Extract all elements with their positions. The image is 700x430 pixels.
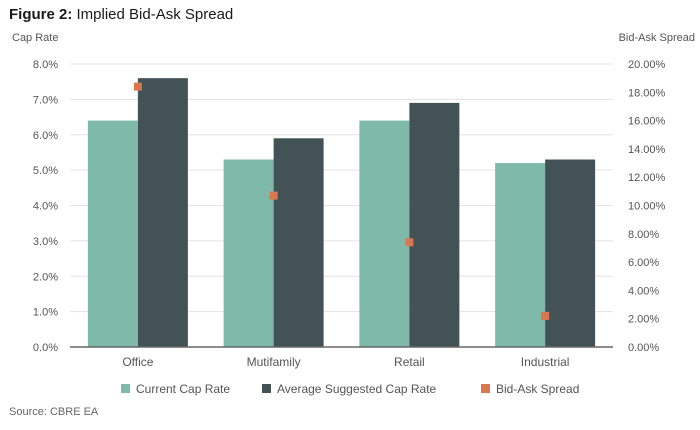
right-tick-label: 12.00% xyxy=(628,172,666,184)
source-note: Source: CBRE EA xyxy=(9,406,99,418)
legend-swatch xyxy=(262,384,271,393)
left-axis-label: Cap Rate xyxy=(12,32,58,44)
left-tick-label: 8.0% xyxy=(33,59,58,71)
right-tick-label: 14.00% xyxy=(628,144,666,156)
left-tick-label: 1.0% xyxy=(33,307,58,319)
left-tick-label: 5.0% xyxy=(33,165,58,177)
spread-marker xyxy=(133,82,142,91)
left-tick-label: 0.0% xyxy=(33,342,58,354)
spread-marker xyxy=(541,311,550,320)
right-tick-label: 6.00% xyxy=(628,257,659,269)
bar-current xyxy=(495,163,546,347)
legend-label: Bid-Ask Spread xyxy=(496,382,579,396)
legend-swatch xyxy=(121,384,130,393)
bar-current xyxy=(223,159,274,347)
left-tick-label: 2.0% xyxy=(33,271,58,283)
category-label: Office xyxy=(122,355,153,369)
bar-average xyxy=(409,102,460,347)
figure-title: Figure 2: Implied Bid-Ask Spread xyxy=(9,6,234,23)
category-label: Mutifamily xyxy=(247,355,301,369)
bar-current xyxy=(87,120,138,347)
right-tick-label: 4.00% xyxy=(628,285,659,297)
right-tick-label: 20.00% xyxy=(628,59,666,71)
right-axis-label: Bid-Ask Spread xyxy=(619,32,695,44)
category-label: Industrial xyxy=(521,355,570,369)
right-tick-label: 8.00% xyxy=(628,229,659,241)
bar-average xyxy=(273,138,324,347)
left-tick-label: 4.0% xyxy=(33,201,58,213)
bar-average xyxy=(545,159,596,347)
left-tick-label: 3.0% xyxy=(33,236,58,248)
right-tick-label: 2.00% xyxy=(628,314,659,326)
right-tick-label: 10.00% xyxy=(628,201,666,213)
legend-label: Current Cap Rate xyxy=(136,382,230,396)
bar-current xyxy=(359,120,410,347)
spread-marker xyxy=(269,191,278,200)
bar-average xyxy=(137,78,188,348)
spread-marker xyxy=(405,238,414,247)
right-tick-label: 18.00% xyxy=(628,87,666,99)
legend-label: Average Suggested Cap Rate xyxy=(277,382,437,396)
legend-swatch xyxy=(481,384,490,393)
left-tick-label: 6.0% xyxy=(33,130,58,142)
right-tick-label: 16.00% xyxy=(628,116,666,128)
right-tick-label: 0.00% xyxy=(628,342,659,354)
left-tick-label: 7.0% xyxy=(33,94,58,106)
category-label: Retail xyxy=(394,355,425,369)
